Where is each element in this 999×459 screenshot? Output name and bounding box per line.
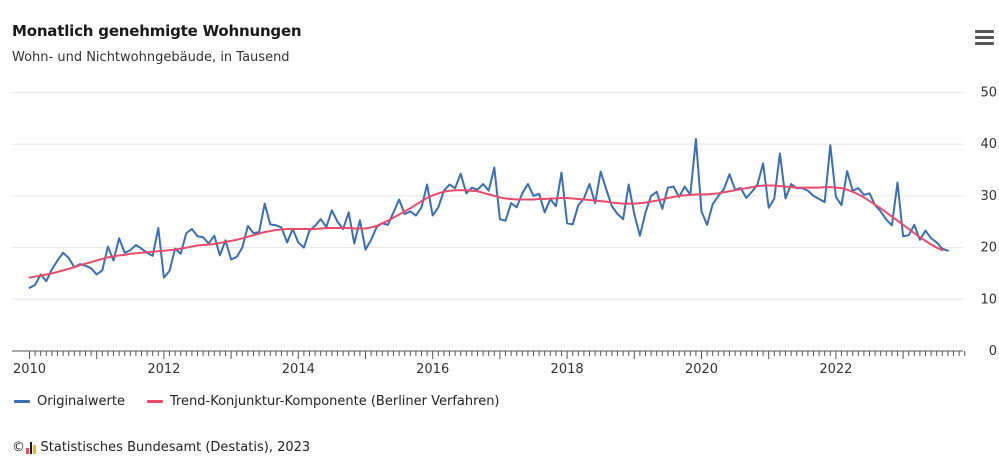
- legend-item-trend[interactable]: Trend-Konjunktur-Komponente (Berliner Ve…: [146, 394, 500, 409]
- y-tick-label: 50: [980, 86, 997, 101]
- copyright-symbol: ©: [12, 440, 25, 455]
- x-tick-label: 2014: [282, 362, 315, 377]
- legend: Originalwerte Trend-Konjunktur-Komponent…: [14, 394, 500, 409]
- y-axis-tick-labels: 0 10 20 30 40 50: [980, 86, 997, 360]
- x-tick-label: 2018: [551, 362, 584, 377]
- y-tick-label: 40: [980, 137, 997, 152]
- chart-subtitle: Wohn- und Nichtwohngebäude, in Tausend: [12, 50, 290, 65]
- y-tick-label: 0: [989, 344, 997, 359]
- legend-item-original[interactable]: Originalwerte: [14, 394, 125, 409]
- legend-label-original: Originalwerte: [37, 394, 125, 409]
- chart-title: Monatlich genehmigte Wohnungen: [12, 22, 302, 40]
- x-tick-label: 2022: [819, 362, 852, 377]
- destatis-logo-icon: [26, 441, 36, 454]
- x-tick-label: 2012: [147, 362, 180, 377]
- series-lines: [28, 138, 949, 289]
- x-tick-label: 2010: [13, 362, 46, 377]
- y-tick-label: 30: [980, 189, 997, 204]
- trend-series-line: [28, 184, 944, 279]
- original-series-line: [28, 138, 949, 289]
- x-tick-label: 2020: [685, 362, 718, 377]
- source-text: Statistisches Bundesamt (Destatis), 2023: [40, 440, 311, 455]
- y-tick-label: 10: [980, 292, 997, 307]
- hamburger-menu-icon[interactable]: [975, 30, 994, 46]
- grid-lines: [12, 92, 963, 300]
- x-axis: 2010 2012 2014 2016 2018 2020 2022: [12, 350, 966, 377]
- legend-label-trend: Trend-Konjunktur-Komponente (Berliner Ve…: [169, 394, 500, 409]
- x-tick-label: 2016: [416, 362, 449, 377]
- legend-swatch-trend: [146, 400, 163, 403]
- source-footer: © Statistisches Bundesamt (Destatis), 20…: [12, 440, 310, 455]
- y-tick-label: 20: [980, 241, 997, 256]
- legend-swatch-original: [14, 400, 30, 403]
- line-chart: 0 10 20 30 40 50 2010 2012 2014 2016 2018 2020 2022: [12, 86, 997, 377]
